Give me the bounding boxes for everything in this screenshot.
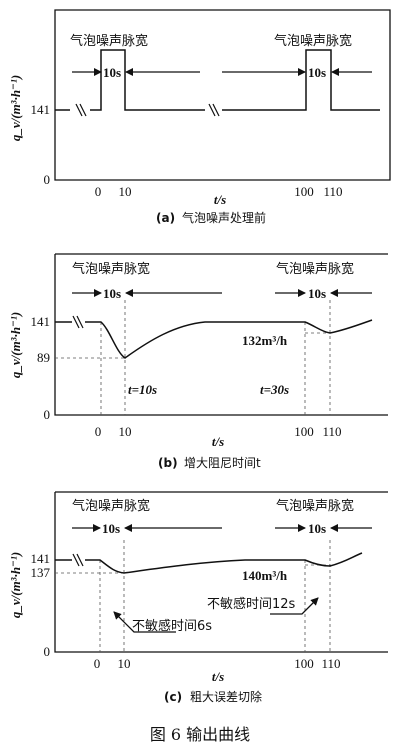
panel-b-x-tick-100: 100 — [294, 424, 314, 439]
panel-a-caption: 气泡噪声处理前 — [182, 210, 266, 225]
panel-b-pulse-label-left: 气泡噪声脉宽 — [72, 261, 150, 277]
panel-c-x-tick-10: 10 — [118, 656, 131, 671]
panel-a-frame — [54, 9, 391, 181]
panel-a-y-tick-141: 141 — [31, 102, 51, 117]
panel-b-y-tick-0: 0 — [44, 407, 51, 422]
panel-c-caption: 粗大误差切除 — [190, 689, 262, 704]
panel-a-flow-line-pulse-right — [222, 49, 380, 111]
panel-a-x-tick-110: 110 — [323, 184, 342, 199]
panel-c-pulse-label-left: 气泡噪声脉宽 — [72, 498, 150, 514]
panel-c-x-tick-100: 100 — [294, 656, 314, 671]
panel-a-pulse-width-left: 10s — [103, 65, 121, 80]
panel-b-t-annotation-left: t=10s — [128, 382, 157, 397]
panel-a-x-tick-0: 0 — [95, 184, 102, 199]
panel-b-y-axis-label: q_v/(m³·h⁻¹) — [8, 312, 23, 378]
panel-b-x-tick-10: 10 — [119, 424, 132, 439]
panel-a-x-axis-label: t/s — [214, 192, 226, 207]
panel-c-caption-tag: (c) — [164, 690, 182, 704]
panel-b-caption-tag: (b) — [158, 456, 178, 470]
panel-c-insensitive-left: 不敏感时间6s — [132, 618, 212, 634]
panel-b-y-tick-89: 89 — [37, 350, 50, 365]
panel-a-y-axis-label: q_v/(m³·h⁻¹) — [8, 75, 23, 141]
panel-b-pulse-width-left: 10s — [103, 286, 121, 301]
panel-c-pulse-label-right: 气泡噪声脉宽 — [276, 498, 354, 514]
panel-a-axis-break-left — [75, 103, 87, 117]
panel-c-guide-horizontals — [55, 564, 330, 574]
panel-c-x-tick-0: 0 — [94, 656, 101, 671]
panel-c-frame — [54, 491, 388, 653]
panel-c-x-axis-label: t/s — [212, 669, 224, 684]
panel-c-pulse-width-left: 10s — [102, 521, 120, 536]
panel-a-flow-line-pulse-left — [90, 49, 205, 111]
panel-b-x-tick-0: 0 — [95, 424, 102, 439]
panel-b-frame — [54, 253, 388, 416]
panel-a: 气泡噪声脉宽 气泡噪声脉宽 10s 10s q_v/(m³·h⁻¹) 141 0… — [8, 9, 391, 225]
panel-c: 气泡噪声脉宽 气泡噪声脉宽 10s 10s 140m³/h 不敏感时间12s 不… — [8, 491, 388, 704]
panel-c-insensitive-right-arrow — [270, 597, 319, 615]
panel-a-axis-break-mid — [208, 103, 220, 117]
panel-a-caption-tag: (a) — [156, 211, 175, 225]
panel-c-pulse-width-right: 10s — [308, 521, 326, 536]
panel-c-flow-annotation: 140m³/h — [242, 568, 288, 583]
panel-b-y-tick-141: 141 — [31, 314, 51, 329]
panel-a-pulse-label-left: 气泡噪声脉宽 — [70, 33, 148, 49]
panel-b-x-tick-110: 110 — [322, 424, 341, 439]
panel-a-x-tick-100: 100 — [294, 184, 314, 199]
figure-caption: 图 6 输出曲线 — [150, 725, 250, 744]
panel-c-y-tick-137: 137 — [31, 565, 51, 580]
panel-b-pulse-width-right: 10s — [308, 286, 326, 301]
panel-b: 气泡噪声脉宽 气泡噪声脉宽 10s 10s 132m³/h t=10s t=30… — [8, 253, 388, 470]
panel-b-flow-curve — [85, 319, 373, 359]
panel-b-flow-annotation: 132m³/h — [242, 333, 288, 348]
panel-b-t-annotation-right: t=30s — [260, 382, 289, 397]
panel-c-flow-curve — [85, 552, 363, 574]
panel-c-insensitive-left-arrow — [113, 611, 176, 633]
panel-a-y-tick-0: 0 — [44, 172, 51, 187]
panel-a-pulse-width-right: 10s — [308, 65, 326, 80]
panel-c-y-axis-label: q_v/(m³·h⁻¹) — [8, 552, 23, 618]
panel-c-x-tick-110: 110 — [321, 656, 340, 671]
panel-c-y-tick-141: 141 — [31, 551, 51, 566]
panel-c-insensitive-right: 不敏感时间12s — [207, 596, 296, 612]
panel-b-guide-verticals — [100, 300, 331, 415]
panel-c-guide-verticals — [99, 540, 331, 652]
panel-b-pulse-label-right: 气泡噪声脉宽 — [276, 261, 354, 277]
panel-b-caption: 增大阻尼时间t — [184, 456, 261, 470]
panel-a-pulse-label-right: 气泡噪声脉宽 — [274, 33, 352, 49]
panel-c-y-tick-0: 0 — [44, 644, 51, 659]
panel-b-guide-horizontals — [55, 332, 330, 359]
panel-a-x-tick-10: 10 — [119, 184, 132, 199]
panel-b-x-axis-label: t/s — [212, 434, 224, 449]
panel-b-axis-break — [72, 315, 84, 329]
panel-c-axis-break — [72, 553, 84, 567]
